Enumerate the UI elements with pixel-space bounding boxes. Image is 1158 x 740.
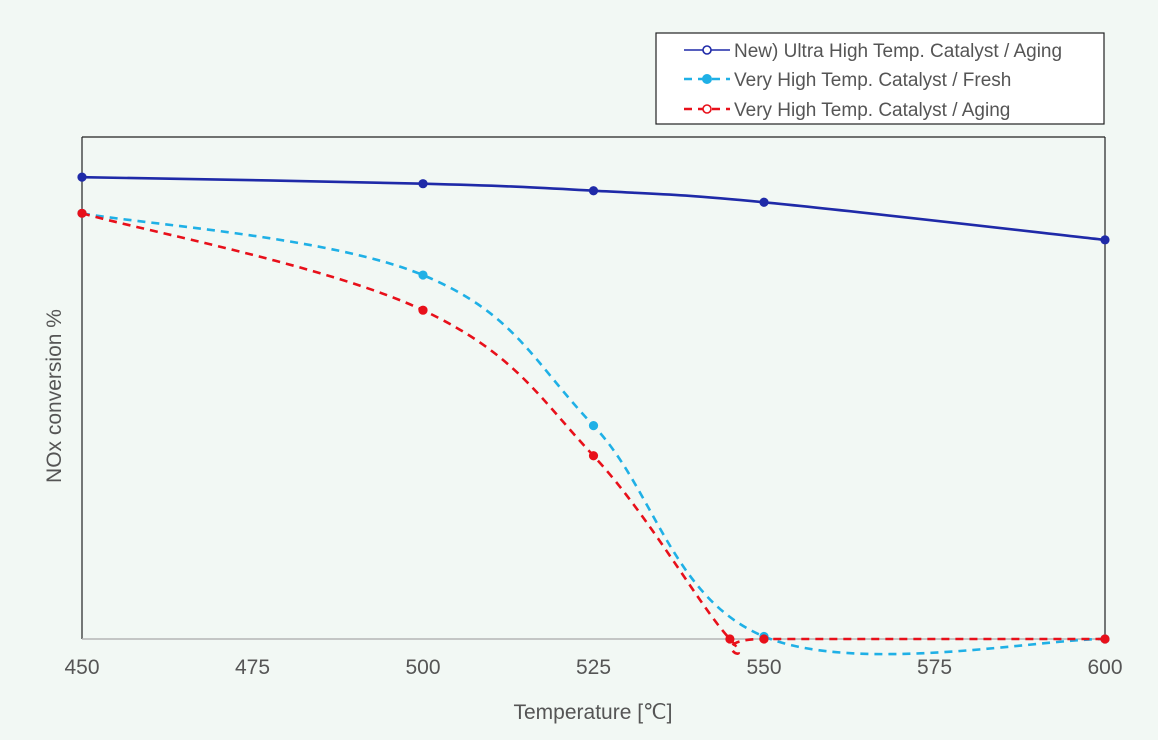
series-2-point-3 (588, 421, 599, 431)
series-3 (77, 208, 1110, 655)
series-1-point-4 (759, 197, 769, 207)
legend-item-1: New) Ultra High Temp. Catalyst / Aging (684, 41, 1062, 62)
series-3-point-6 (1100, 634, 1110, 644)
series-1-point-3 (588, 186, 599, 196)
x-tick-labels: 450 475 500 525 550 575 600 (64, 656, 1122, 679)
legend-item-2: Very High Temp. Catalyst / Fresh (684, 70, 1011, 91)
series-3-point-3 (588, 451, 599, 461)
series-2-point-2 (418, 270, 428, 280)
y-axis-title: NOx conversion % (43, 309, 66, 483)
legend-marker-2 (701, 74, 712, 85)
series-1-point-5 (1100, 235, 1110, 245)
legend-marker-1 (702, 45, 712, 55)
series-2 (77, 208, 1110, 656)
x-tick-label: 475 (235, 656, 270, 679)
legend-label-1: New) Ultra High Temp. Catalyst / Aging (734, 41, 1062, 62)
x-tick-label: 500 (405, 656, 440, 679)
x-tick-label: 450 (64, 656, 99, 679)
series-3-point-2 (418, 305, 428, 315)
series-1 (77, 172, 1110, 245)
legend-items: New) Ultra High Temp. Catalyst / Aging Ve… (684, 41, 1062, 121)
legend-label-3: Very High Temp. Catalyst / Aging (734, 100, 1010, 121)
series-1-point-1 (77, 172, 87, 182)
x-tick-label: 525 (576, 656, 611, 679)
series-1-point-2 (418, 179, 428, 189)
x-tick-label: 550 (746, 656, 781, 679)
series-3-point-5 (759, 634, 769, 644)
series-layer (77, 172, 1110, 656)
series-2-line (81, 212, 1106, 656)
x-tick-label: 575 (917, 656, 952, 679)
x-tick-label: 600 (1087, 656, 1122, 679)
plot-frame (81, 136, 1106, 640)
series-3-point-1 (77, 208, 87, 218)
x-axis-title: Temperature [℃] (514, 701, 673, 724)
legend-box (655, 32, 1105, 125)
legend-item-3: Very High Temp. Catalyst / Aging (684, 100, 1010, 121)
legend-label-2: Very High Temp. Catalyst / Fresh (734, 70, 1011, 91)
legend: New) Ultra High Temp. Catalyst / Aging Ve… (655, 32, 1105, 125)
series-3-line (81, 212, 1105, 655)
series-3-point-4 (725, 634, 735, 644)
legend-marker-3 (702, 104, 712, 114)
